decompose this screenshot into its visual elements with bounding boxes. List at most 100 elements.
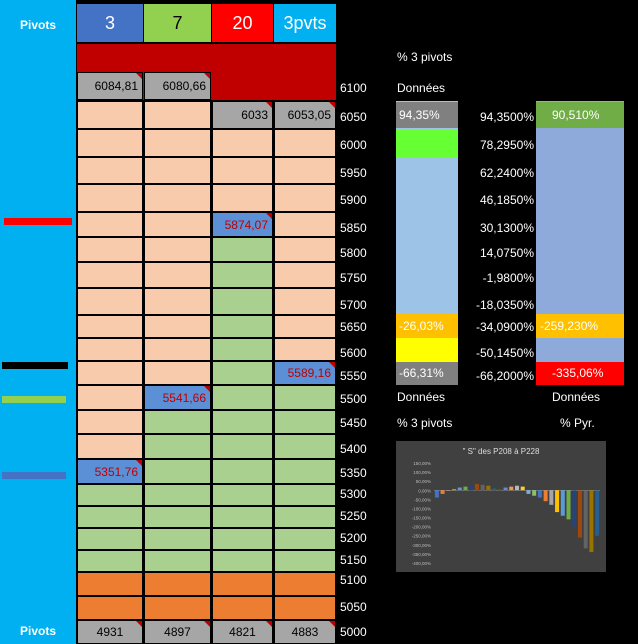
grid-cell[interactable] — [77, 550, 143, 572]
bottom-c4[interactable]: 4883 — [274, 620, 336, 644]
grid-cell[interactable] — [212, 129, 273, 157]
bottom-c1[interactable]: 4931 — [77, 620, 143, 644]
grid-cell[interactable] — [77, 237, 143, 262]
grid-cell[interactable] — [274, 550, 336, 572]
grid-cell[interactable] — [144, 528, 211, 550]
grid-cell[interactable] — [144, 596, 211, 620]
grid-cell[interactable] — [77, 596, 143, 620]
grid-cell[interactable] — [144, 550, 211, 572]
grid-cell[interactable] — [274, 434, 336, 459]
grid-cell[interactable] — [144, 237, 211, 262]
s-curve-chart[interactable] — [396, 441, 606, 572]
grid-cell[interactable] — [77, 572, 143, 596]
grid-cell[interactable] — [274, 237, 336, 262]
grid-cell[interactable] — [77, 506, 143, 528]
grid-cell[interactable] — [77, 361, 143, 385]
grid-cell[interactable] — [144, 484, 211, 506]
grid-cell[interactable] — [77, 434, 143, 459]
grid-cell[interactable] — [77, 288, 143, 315]
grid-cell[interactable] — [77, 262, 143, 288]
grid-cell[interactable] — [144, 129, 211, 157]
grid-cell[interactable] — [77, 528, 143, 550]
grid-cell[interactable] — [212, 157, 273, 184]
grid-cell[interactable] — [274, 288, 336, 315]
chart-ytick-label: -50,00% — [414, 497, 431, 502]
grid-cell[interactable] — [274, 385, 336, 410]
grid-cell[interactable] — [274, 506, 336, 528]
cell-c3-5850[interactable]: 5874,07 — [212, 212, 273, 237]
cell-c4-5550[interactable]: 5589,16 — [274, 361, 336, 385]
grid-cell[interactable] — [144, 572, 211, 596]
header-col-3pvts[interactable]: 3pvts — [274, 4, 336, 42]
grid-cell[interactable] — [274, 528, 336, 550]
cell-c3-6050[interactable]: 6033 — [212, 101, 273, 129]
grid-cell[interactable] — [212, 237, 273, 262]
grid-cell[interactable] — [274, 572, 336, 596]
grid-cell[interactable] — [144, 410, 211, 434]
chart-ytick-label: 150,00% — [413, 461, 431, 466]
grid-cell[interactable] — [77, 157, 143, 184]
grid-cell[interactable] — [274, 129, 336, 157]
grid-cell[interactable] — [77, 129, 143, 157]
grid-cell[interactable] — [274, 157, 336, 184]
grid-cell[interactable] — [212, 572, 273, 596]
grid-cell[interactable] — [77, 184, 143, 212]
chart-bar — [543, 490, 548, 502]
grid-cell[interactable] — [212, 434, 273, 459]
grid-cell[interactable] — [212, 338, 273, 361]
grid-cell[interactable] — [212, 361, 273, 385]
grid-cell[interactable] — [77, 315, 143, 338]
grid-cell[interactable] — [144, 101, 211, 129]
grid-cell[interactable] — [212, 410, 273, 434]
header-col-7[interactable]: 7 — [144, 4, 211, 42]
grid-cell[interactable] — [274, 596, 336, 620]
grid-cell[interactable] — [144, 434, 211, 459]
grid-cell[interactable] — [274, 212, 336, 237]
grid-cell[interactable] — [212, 550, 273, 572]
grid-cell[interactable] — [212, 528, 273, 550]
grid-cell[interactable] — [212, 596, 273, 620]
header-col-3[interactable]: 3 — [77, 4, 143, 42]
bottom-c3[interactable]: 4821 — [212, 620, 273, 644]
bottom-c2[interactable]: 4897 — [144, 620, 211, 644]
grid-cell[interactable] — [144, 288, 211, 315]
grid-cell[interactable] — [274, 315, 336, 338]
grid-cell[interactable] — [212, 315, 273, 338]
header-col-20[interactable]: 20 — [212, 4, 273, 42]
cell-c1-top[interactable]: 6084,81 — [77, 72, 143, 100]
grid-cell[interactable] — [144, 315, 211, 338]
grid-cell[interactable] — [274, 410, 336, 434]
level-label: 6000 — [340, 138, 367, 152]
grid-cell[interactable] — [144, 338, 211, 361]
grid-cell[interactable] — [212, 385, 273, 410]
grid-cell[interactable] — [77, 410, 143, 434]
cell-c2-5500[interactable]: 5541,66 — [144, 385, 211, 410]
grid-cell[interactable] — [212, 484, 273, 506]
level-label: 5950 — [340, 166, 367, 180]
grid-cell[interactable] — [212, 262, 273, 288]
grid-cell[interactable] — [144, 459, 211, 484]
grid-cell[interactable] — [144, 184, 211, 212]
grid-cell[interactable] — [274, 484, 336, 506]
grid-cell[interactable] — [274, 338, 336, 361]
grid-cell[interactable] — [77, 212, 143, 237]
grid-cell[interactable] — [144, 361, 211, 385]
grid-cell[interactable] — [212, 184, 273, 212]
grid-cell[interactable] — [144, 212, 211, 237]
grid-cell[interactable] — [274, 459, 336, 484]
grid-cell[interactable] — [144, 262, 211, 288]
cell-c2-top[interactable]: 6080,66 — [144, 72, 211, 100]
grid-cell[interactable] — [212, 506, 273, 528]
grid-cell[interactable] — [77, 484, 143, 506]
grid-cell[interactable] — [77, 338, 143, 361]
cell-c1-5350[interactable]: 5351,76 — [77, 459, 143, 484]
grid-cell[interactable] — [144, 506, 211, 528]
cell-c4-6050[interactable]: 6053,05 — [274, 101, 336, 129]
grid-cell[interactable] — [212, 288, 273, 315]
grid-cell[interactable] — [212, 459, 273, 484]
grid-cell[interactable] — [274, 184, 336, 212]
grid-cell[interactable] — [77, 385, 143, 410]
grid-cell[interactable] — [274, 262, 336, 288]
grid-cell[interactable] — [144, 157, 211, 184]
grid-cell[interactable] — [77, 101, 143, 129]
